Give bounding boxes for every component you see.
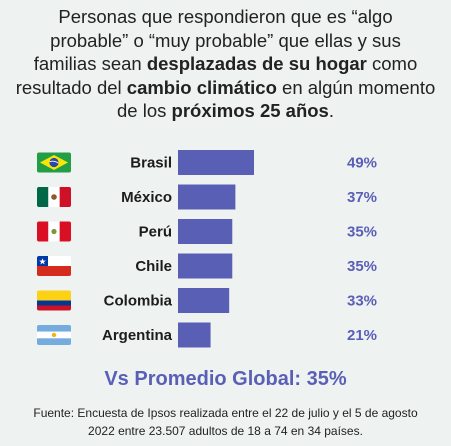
title-line-4: resultado del cambio climático en algún …	[15, 76, 436, 98]
chart-row-colombia: Colombia 33%	[37, 288, 377, 313]
bar-mexico	[178, 184, 236, 210]
value-label-argentina: 21%	[347, 327, 377, 344]
category-label-peru: Perú	[139, 224, 172, 241]
chart-row-argentina: Argentina 21%	[37, 322, 377, 348]
chart-title: Personas que respondieron que es “algo p…	[0, 5, 451, 123]
chart-row-peru: Perú 35%	[37, 219, 377, 244]
source-line-1: Fuente: Encuesta de Ipsos realizada entr…	[33, 406, 418, 420]
chart-row-chile: Chile 35%	[37, 253, 377, 279]
source-note: Fuente: Encuesta de Ipsos realizada entr…	[0, 404, 451, 440]
title-emphasis-anos: próximos 25 años	[171, 100, 329, 121]
bar-chart: Brasil 49% México 37% Perú 35% Chile 35% Colombi…	[37, 150, 377, 348]
bar-colombia	[178, 288, 230, 313]
colombia-flag-icon	[37, 290, 71, 311]
source-line-2: 2022 entre 23.507 adultos de 18 a 74 en …	[88, 424, 363, 438]
title-line-5: de los próximos 25 años.	[117, 100, 334, 121]
brazil-flag-icon	[37, 152, 71, 173]
category-label-brasil: Brasil	[130, 155, 172, 172]
title-emphasis-cambio: cambio climático	[126, 76, 277, 98]
global-average-summary: Vs Promedio Global: 35%	[104, 368, 347, 390]
title-line-2: probable” o “muy probable” que ellas y s…	[50, 29, 401, 51]
value-label-mexico: 37%	[347, 189, 377, 206]
mexico-flag-icon	[37, 187, 71, 207]
category-label-colombia: Colombia	[104, 293, 173, 310]
value-label-brasil: 49%	[347, 155, 377, 172]
bar-peru	[178, 219, 233, 244]
title-line-3: familias sean desplazadas de su hogar co…	[33, 53, 418, 74]
chart-row-mexico: México 37%	[37, 184, 377, 210]
argentina-flag-icon	[37, 325, 71, 345]
value-label-chile: 35%	[347, 258, 377, 275]
bar-brasil	[178, 150, 254, 175]
category-label-chile: Chile	[135, 258, 172, 275]
category-label-argentina: Argentina	[102, 327, 173, 344]
value-label-peru: 35%	[347, 224, 377, 241]
bar-argentina	[178, 322, 211, 348]
chile-flag-icon	[37, 256, 71, 276]
category-label-mexico: México	[121, 189, 172, 206]
chart-row-brasil: Brasil 49%	[37, 150, 377, 175]
bar-chile	[178, 253, 233, 279]
peru-flag-icon	[37, 221, 71, 242]
title-emphasis-desplazadas: desplazadas de su hogar	[146, 53, 367, 74]
value-label-colombia: 33%	[347, 293, 377, 310]
title-line-1: Personas que respondieron que es “algo	[58, 6, 393, 27]
